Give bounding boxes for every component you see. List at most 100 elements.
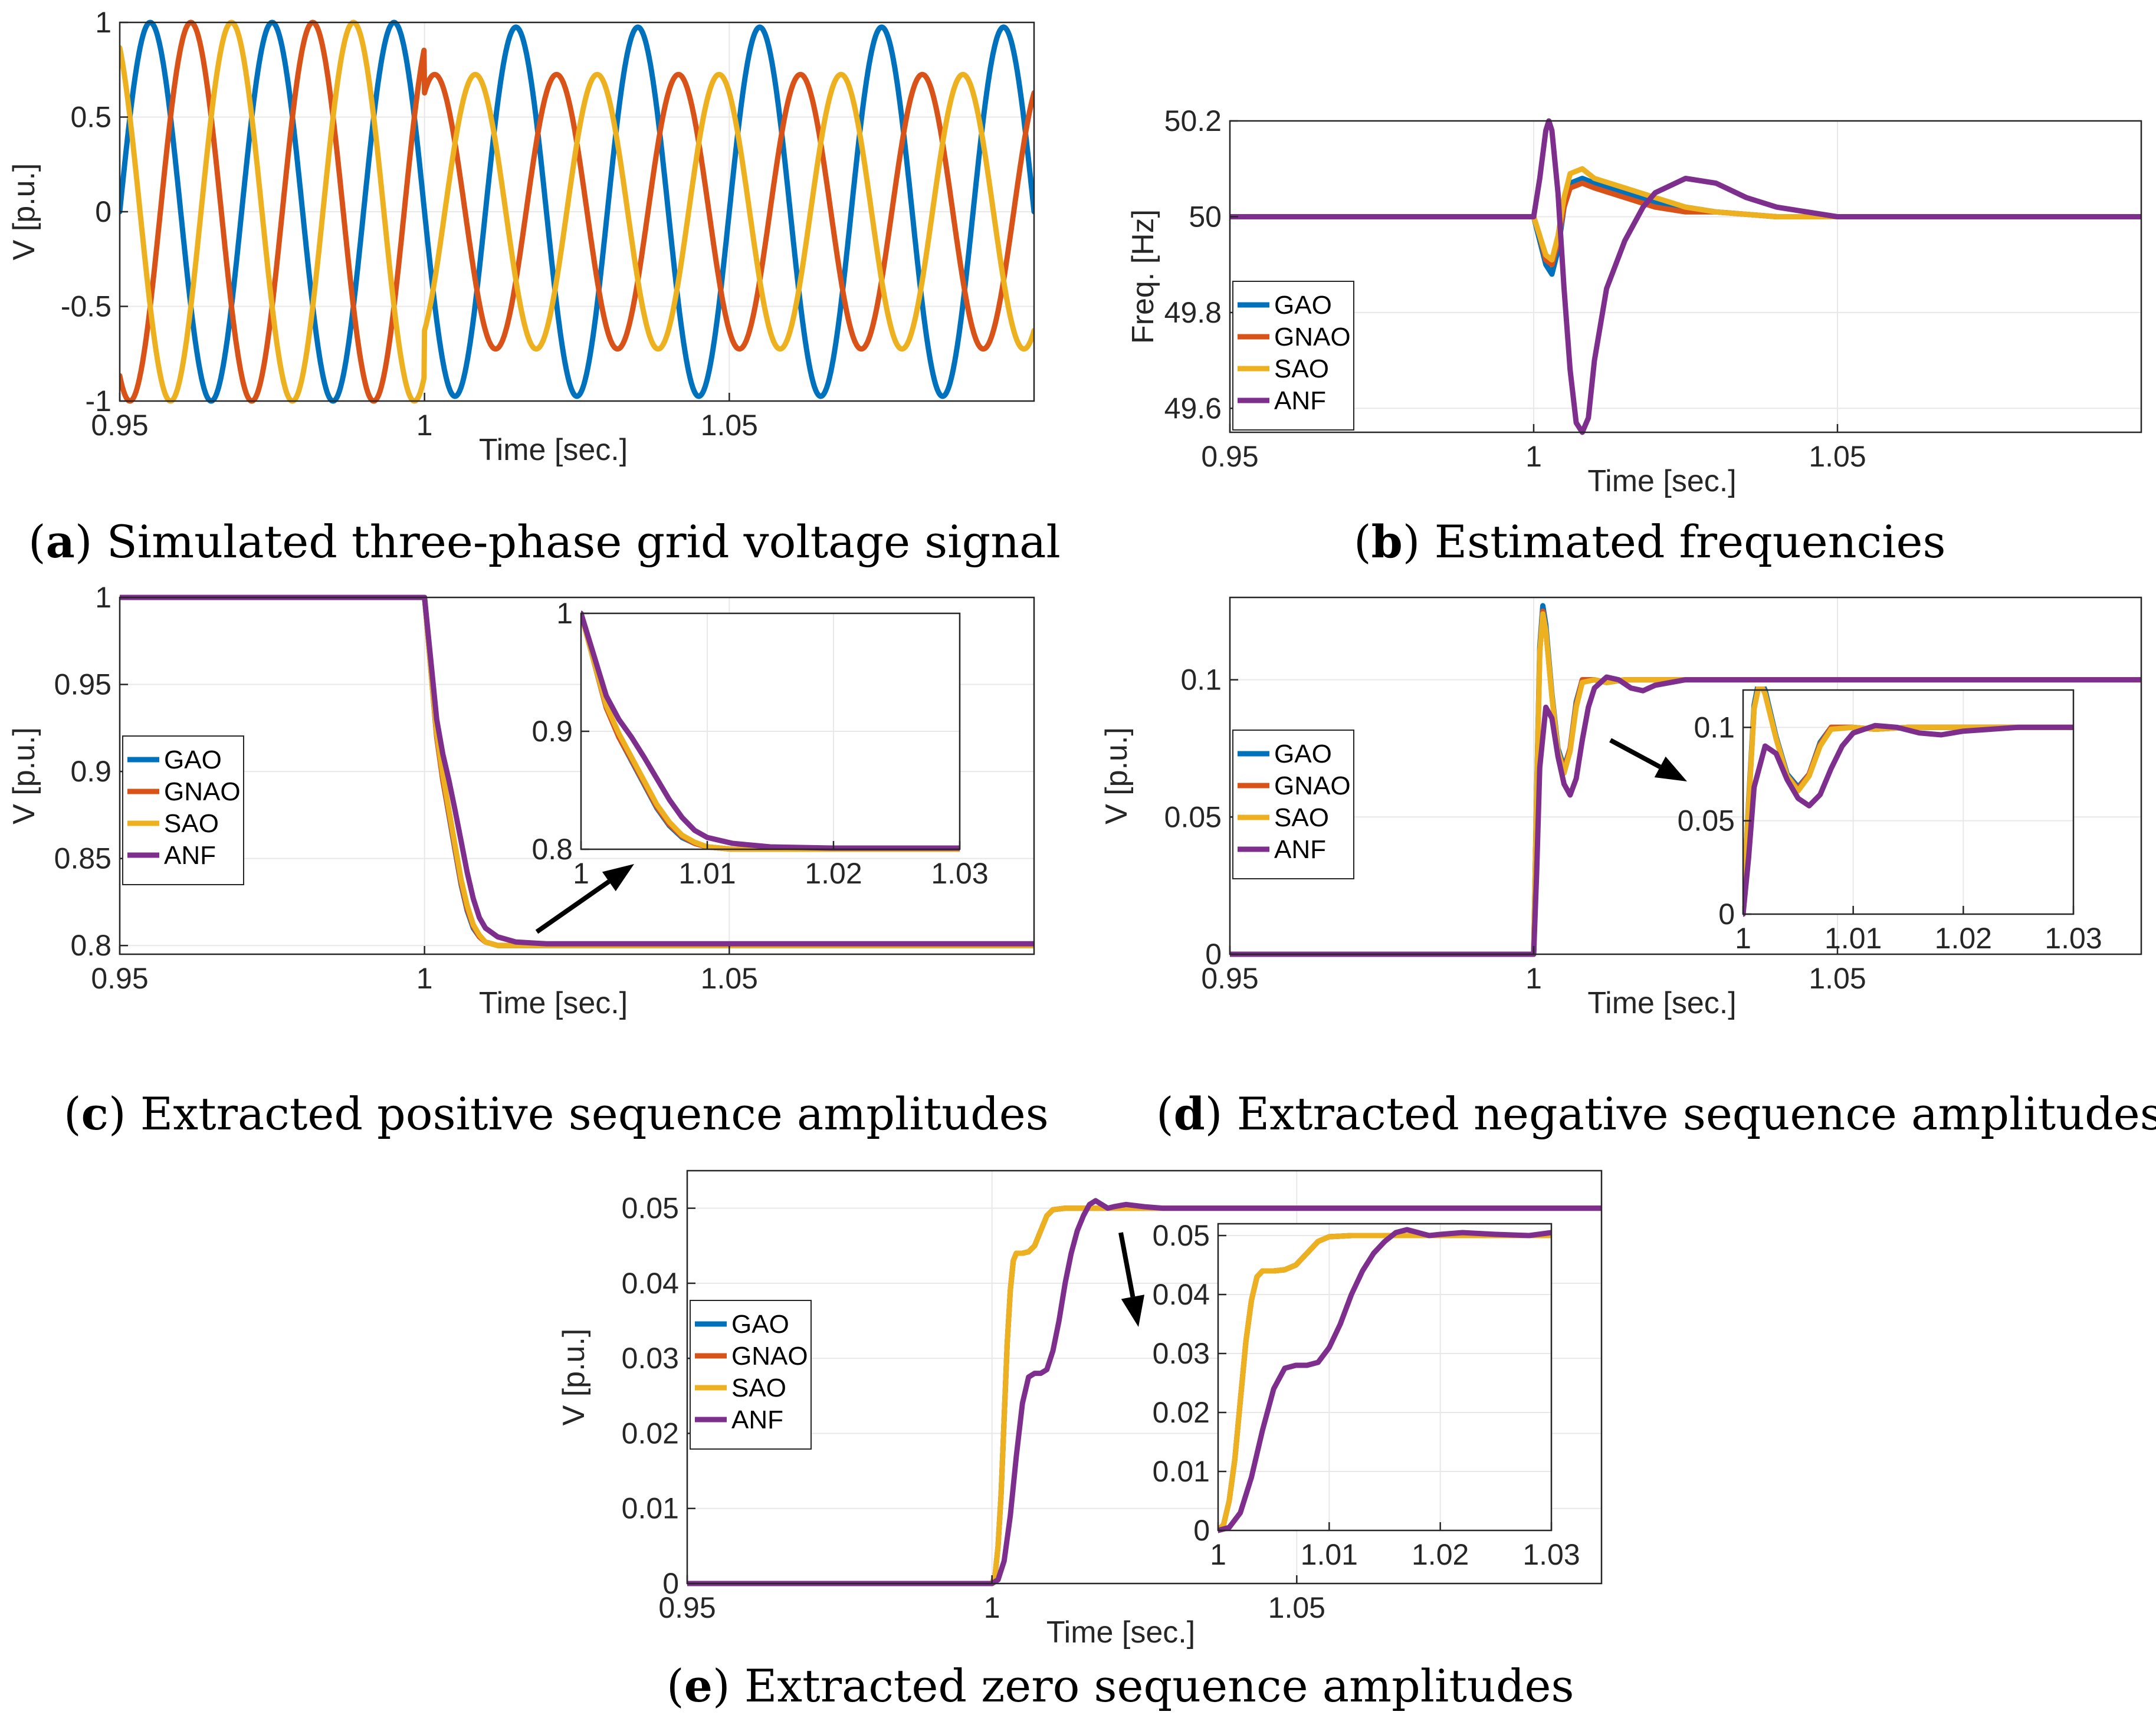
panel-b-xtick-label: 1 <box>1525 440 1542 473</box>
panel-d-inset-xtick-label: 1 <box>1735 922 1751 955</box>
panel-a-series-phase-c <box>120 19 1034 404</box>
panel-e-legend-label-anf: ANF <box>731 1405 783 1434</box>
panel-e-inset-ytick-label: 0.05 <box>1153 1219 1210 1252</box>
panel-b-ytick-label: 50.2 <box>1164 104 1222 137</box>
panel-c-inset-xtick-label: 1 <box>573 857 589 890</box>
panel-c-inset: 1 1.01 1.02 1.03 0.8 0.9 1 <box>531 597 988 890</box>
panel-b-series-sao <box>1230 166 2141 263</box>
panel-d-xtick-label: 0.95 <box>1201 962 1258 995</box>
panel-d-zoom-arrow-head <box>1654 756 1687 781</box>
panel-c: 0.95 1 1.05 0.8 0.85 0.9 0.95 1 Time [sec.] V [p.… <box>7 581 1035 1020</box>
panel-b-ytick-label: 50 <box>1189 200 1222 233</box>
panel-c-zoom-arrow-head <box>602 864 634 892</box>
panel-d-ytick-label: 0.1 <box>1180 663 1222 697</box>
panel-c-ytick-label: 1 <box>95 581 111 614</box>
panel-e-inset-xtick-label: 1.01 <box>1301 1538 1358 1571</box>
panel-e-inset-ytick-label: 0.02 <box>1153 1396 1210 1429</box>
panel-b-xlabel: Time [sec.] <box>1587 464 1736 498</box>
panel-b-ylabel: Freq. [Hz] <box>1126 209 1160 344</box>
panel-e-frame <box>686 1169 1603 1585</box>
panel-d-inset-series-anf <box>1743 722 2073 917</box>
panel-a-ytick-label: -1 <box>86 385 111 418</box>
panel-c-legend-label-sao: SAO <box>164 809 219 838</box>
caption-e: (e) Extracted zero sequence amplitudes <box>667 1660 1574 1712</box>
panel-a-ytick-label: -0.5 <box>61 290 111 323</box>
panel-b-frame <box>1229 120 2142 433</box>
panel-c-inset-xtick-label: 1.02 <box>805 857 862 890</box>
panel-e-legend-label-sao: SAO <box>731 1374 786 1402</box>
panel-e-inset-ytick-label: 0.04 <box>1153 1278 1210 1311</box>
panel-d-ytick-label: 0.05 <box>1164 800 1222 833</box>
panel-c-series-group <box>120 594 1034 948</box>
panel-a-ytick-label: 0 <box>95 195 111 228</box>
panel-b-series-group <box>1230 118 2141 435</box>
panel-d-series-anf <box>1230 674 2141 957</box>
panel-c-inset-ytick-label: 0.9 <box>531 715 573 748</box>
panel-e-inset-frame <box>1217 1223 1553 1532</box>
panel-e-inset-plot-area <box>1218 1224 1551 1530</box>
panel-b-series-anf <box>1230 118 2141 435</box>
panel-d-legend-label-gnao: GNAO <box>1274 771 1351 800</box>
panel-e-series-group <box>687 1198 1602 1586</box>
panel-c-inset-ytick-label: 1 <box>556 597 573 630</box>
panel-b-legend-label-gnao: GNAO <box>1274 323 1351 351</box>
caption-c: (c) Extracted positive sequence amplitud… <box>64 1088 1049 1140</box>
panel-e-inset-xtick-label: 1 <box>1210 1538 1226 1571</box>
panel-d-inset-series-group <box>1743 686 2073 917</box>
panel-c-legend-label-gnao: GNAO <box>164 777 241 806</box>
panel-e-inset-series-sao <box>1218 1233 1551 1533</box>
panel-b-legend-label-anf: ANF <box>1274 386 1326 415</box>
panel-e-legend-label-gao: GAO <box>731 1310 789 1339</box>
panel-b-legend-label-sao: SAO <box>1274 354 1329 383</box>
panel-d-zoom-arrow <box>1609 738 1662 769</box>
panel-e-inset-ytick-label: 0.01 <box>1153 1455 1210 1488</box>
panel-d-inset-xtick-label: 1.03 <box>2045 922 2102 955</box>
panel-e-legend: GAO GNAO SAO ANF <box>690 1300 812 1450</box>
panel-b-xtick-label: 1.05 <box>1809 440 1866 473</box>
panel-d-xlabel: Time [sec.] <box>1587 986 1736 1020</box>
panel-a: 0.95 1 1.05 -1 -0.5 0 0.5 1 Time [sec.] V [p.u.] <box>7 6 1035 467</box>
panel-e-ytick-label: 0 <box>662 1567 679 1600</box>
panel-d-xtick-label: 1.05 <box>1809 962 1866 995</box>
panel-c-xtick-label: 0.95 <box>91 962 148 995</box>
panel-d-legend-label-sao: SAO <box>1274 803 1329 832</box>
panel-e-inset-ytick-label: 0 <box>1193 1514 1210 1547</box>
panel-c-xtick-label: 1 <box>416 962 433 995</box>
panel-a-xtick-label: 1.05 <box>701 409 758 442</box>
caption-b: (b) Estimated frequencies <box>1354 515 1945 568</box>
panel-c-legend: GAO GNAO SAO ANF <box>122 735 244 885</box>
panel-b-legend-label-gao: GAO <box>1274 291 1332 320</box>
panel-c-xtick-label: 1.05 <box>701 962 758 995</box>
panel-d-ytick-label: 0 <box>1205 938 1222 971</box>
panel-e-ytick-label: 0.05 <box>622 1192 679 1225</box>
panel-e-series-sao <box>687 1205 1602 1586</box>
panel-c-xlabel: Time [sec.] <box>479 986 628 1020</box>
panel-e-xtick-label: 1 <box>984 1591 1000 1624</box>
panel-c-ylabel: V [p.u.] <box>7 727 41 824</box>
caption-a: (a) Simulated three-phase grid voltage s… <box>28 515 1061 568</box>
panel-b-xtick-label: 0.95 <box>1201 440 1258 473</box>
panel-c-inset-series-anf <box>581 610 960 851</box>
panel-e-ytick-label: 0.02 <box>622 1417 679 1450</box>
panel-c-inset-xtick-label: 1.01 <box>678 857 736 890</box>
panel-e-inset-series-group <box>1218 1227 1551 1533</box>
panel-e-xtick-label: 0.95 <box>658 1591 716 1624</box>
panel-e-zoom-arrow <box>1118 1232 1136 1297</box>
panel-d-legend-label-gao: GAO <box>1274 740 1332 768</box>
panel-e-inset-xtick-label: 1.02 <box>1412 1538 1469 1571</box>
panel-e-inset-ytick-label: 0.03 <box>1153 1337 1210 1370</box>
caption-d: (d) Extracted negative sequence amplitud… <box>1156 1088 2156 1140</box>
panel-b-ytick-label: 49.6 <box>1164 392 1222 425</box>
panel-d-ylabel: V [p.u.] <box>1100 727 1134 824</box>
panel-e: 0.95 1 1.05 0 0.01 0.02 0.03 0.04 0.05 Time [sec.… <box>557 1169 1603 1650</box>
panel-d-inset-xtick-label: 1.02 <box>1935 922 1992 955</box>
panel-c-inset-ytick-label: 0.8 <box>531 833 573 866</box>
panel-e-xtick-label: 1.05 <box>1268 1591 1325 1624</box>
panel-e-xlabel: Time [sec.] <box>1046 1615 1195 1650</box>
panel-e-inset: 1 1.01 1.02 1.03 0 0.01 0.02 0.03 0.04 0.05 <box>1153 1219 1580 1571</box>
panel-a-xtick-label: 0.95 <box>91 409 148 442</box>
panel-c-ytick-label: 0.9 <box>70 755 111 788</box>
panel-b: 0.95 1 1.05 49.6 49.8 50 50.2 Time [sec.] Freq. … <box>1126 104 2142 498</box>
panel-a-xtick-label: 1 <box>416 409 433 442</box>
panel-a-xlabel: Time [sec.] <box>479 433 628 467</box>
